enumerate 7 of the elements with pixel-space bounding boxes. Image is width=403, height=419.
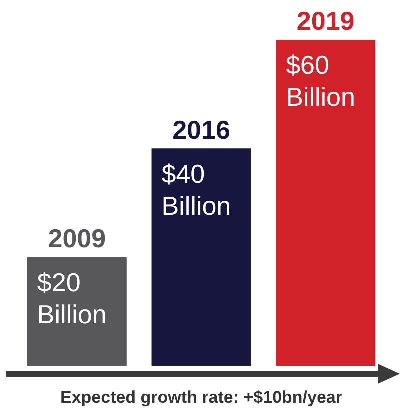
data-label: $40 Billion (162, 158, 232, 221)
x-tick-label: 2016 (172, 114, 230, 145)
data-label: $20 Billion (37, 268, 107, 330)
x-tick-label: 2009 (48, 224, 106, 254)
data-label: $60 Billion (286, 50, 356, 112)
x-axis-title: Expected growth rate: +$10bn/year (59, 388, 344, 408)
x-tick-label: 2019 (296, 6, 355, 36)
